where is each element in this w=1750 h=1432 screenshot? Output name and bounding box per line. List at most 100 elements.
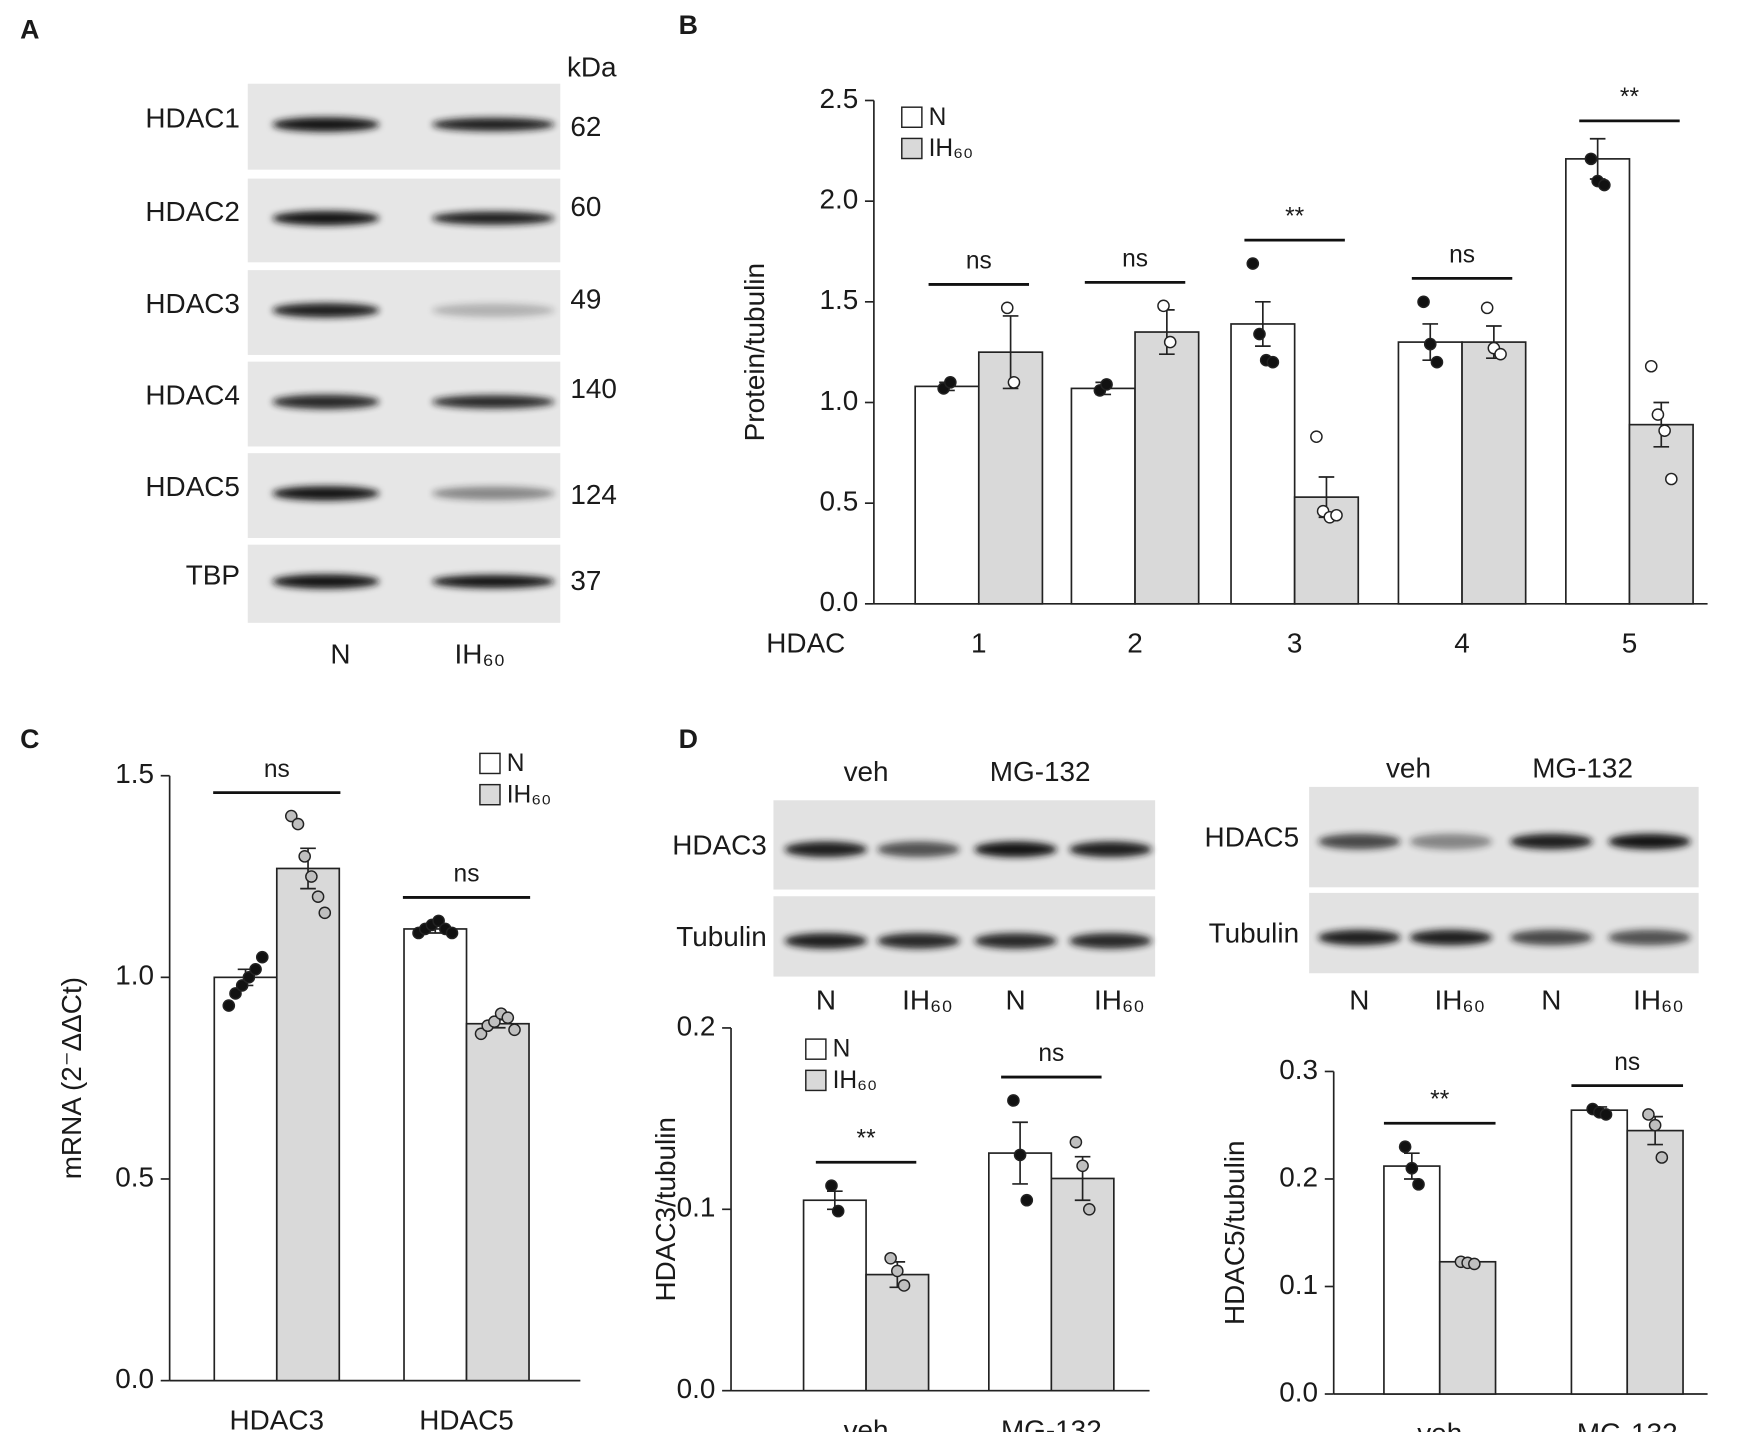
blot-band xyxy=(1608,929,1691,946)
y-axis-label: HDAC5/tubulin xyxy=(1219,1140,1250,1324)
data-point xyxy=(1330,508,1343,522)
treatment-label: veh xyxy=(1386,753,1431,784)
lane-label: IH₆₀ xyxy=(1633,985,1684,1016)
data-point xyxy=(1405,1161,1419,1175)
data-point xyxy=(891,1264,904,1278)
data-point xyxy=(1598,178,1611,192)
bar xyxy=(465,1022,530,1382)
data-point xyxy=(831,1204,845,1218)
data-point xyxy=(1310,430,1323,444)
data-point xyxy=(1655,1151,1669,1164)
bar xyxy=(1383,1165,1441,1395)
data-point xyxy=(488,1015,501,1029)
data-point xyxy=(825,1179,838,1193)
bar xyxy=(1626,1129,1684,1395)
lane-label: N xyxy=(1349,985,1369,1016)
data-point xyxy=(1642,1108,1655,1121)
data-point xyxy=(1007,1094,1020,1107)
blot-band xyxy=(272,210,380,226)
bar xyxy=(1397,341,1463,605)
data-point xyxy=(1246,257,1260,270)
data-point xyxy=(1584,152,1598,166)
data-point xyxy=(1013,1148,1027,1162)
x-axis-label: HDAC xyxy=(766,628,845,659)
legend-swatch xyxy=(805,1038,827,1060)
x-tick-label: 2 xyxy=(1127,628,1143,659)
blot-band xyxy=(431,574,555,589)
treatment-label: MG-132 xyxy=(990,756,1091,787)
data-point xyxy=(1423,337,1437,351)
bar xyxy=(1230,323,1296,605)
blot-band xyxy=(1510,833,1593,850)
bar xyxy=(275,867,341,1382)
blot-band xyxy=(431,395,555,409)
y-tick-label: 2.5 xyxy=(819,83,858,114)
x-tick-label: 3 xyxy=(1287,628,1303,659)
lane-label: IH₆₀ xyxy=(455,639,506,670)
significance-label: ns xyxy=(1038,1040,1064,1067)
data-point xyxy=(1398,1140,1412,1154)
y-tick-label: 0.0 xyxy=(115,1363,154,1394)
data-point xyxy=(1644,359,1658,373)
x-tick-label: 4 xyxy=(1454,628,1470,659)
legend-label: IH₆₀ xyxy=(507,781,552,808)
y-tick-label: 1.5 xyxy=(819,284,858,315)
y-tick-label: 1.5 xyxy=(115,758,154,789)
legend-label: N xyxy=(929,104,947,131)
bar xyxy=(1070,387,1136,605)
legend-swatch xyxy=(901,106,923,128)
data-point xyxy=(249,962,262,976)
y-axis-label: Protein/tubulin xyxy=(739,263,770,441)
bar xyxy=(1570,1109,1629,1395)
data-point xyxy=(445,926,459,940)
blot-band xyxy=(272,486,380,501)
blot-band xyxy=(431,486,555,501)
significance-label: ns xyxy=(1614,1049,1640,1076)
data-point xyxy=(235,979,249,992)
data-point xyxy=(1648,1118,1662,1132)
bar xyxy=(914,385,980,605)
x-tick-label: HDAC3 xyxy=(230,1404,325,1432)
y-tick-label: 0.0 xyxy=(677,1373,716,1404)
data-point xyxy=(944,376,957,389)
data-point xyxy=(305,870,318,883)
blot-band xyxy=(1318,929,1401,946)
significance-label: ns xyxy=(1449,242,1475,269)
data-point xyxy=(284,809,298,823)
legend-swatch xyxy=(901,137,923,160)
data-point xyxy=(255,950,269,964)
treatment-label: veh xyxy=(844,756,889,787)
lane-label: N xyxy=(1541,985,1561,1016)
data-point xyxy=(1665,472,1678,486)
blot-band xyxy=(784,841,868,858)
protein-label: HDAC2 xyxy=(145,196,240,227)
bar xyxy=(1438,1260,1497,1395)
blot-band xyxy=(272,394,380,410)
y-axis-label: HDAC3/tubulin xyxy=(650,1117,681,1301)
bar xyxy=(1565,158,1631,605)
data-point xyxy=(897,1279,911,1292)
y-tick-label: 0.5 xyxy=(819,486,858,517)
data-point xyxy=(1082,1202,1096,1216)
bar xyxy=(1628,423,1694,605)
panel-label: B xyxy=(679,10,698,40)
protein-label: HDAC5 xyxy=(1205,822,1300,853)
data-point xyxy=(432,914,445,928)
kda-value: 140 xyxy=(570,373,617,404)
data-point xyxy=(1417,295,1430,309)
data-point xyxy=(1076,1159,1089,1173)
kda-value: 62 xyxy=(570,111,601,142)
bar xyxy=(1134,331,1200,605)
kda-header: kDa xyxy=(567,52,617,83)
y-tick-label: 0.2 xyxy=(677,1010,716,1041)
kda-value: 60 xyxy=(570,191,601,222)
lane-label: N xyxy=(330,639,350,670)
blot-band xyxy=(1409,929,1493,946)
kda-value: 49 xyxy=(570,284,601,315)
y-tick-label: 0.5 xyxy=(115,1161,154,1192)
blot-band xyxy=(1069,841,1152,858)
data-point xyxy=(1069,1135,1083,1149)
data-point xyxy=(1658,424,1671,437)
